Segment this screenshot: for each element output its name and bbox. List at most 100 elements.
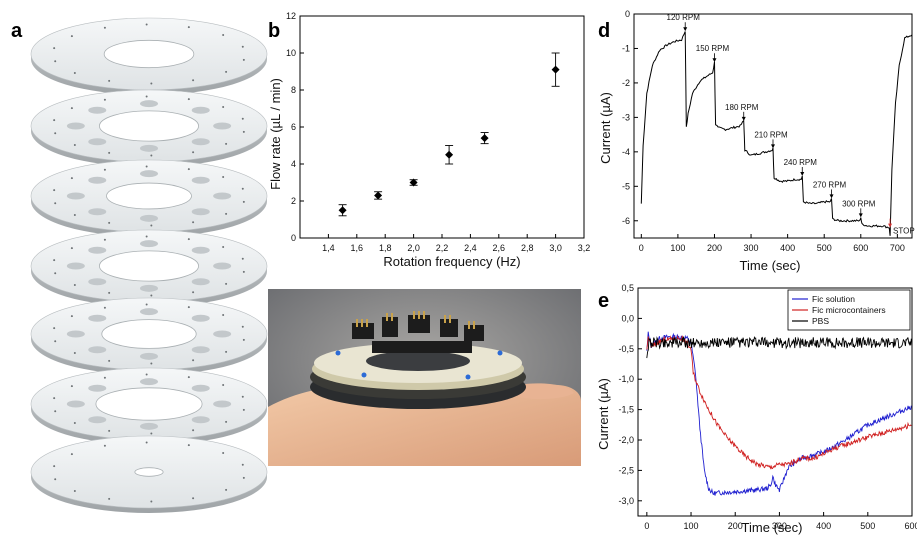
disc-layer-cutout — [88, 138, 107, 146]
disc-layer-hole-dot — [103, 168, 106, 171]
chart-d-ytick-label: -6 — [622, 216, 630, 226]
disc-layer-hole-dot — [150, 294, 153, 297]
chart-d-annotation-label: 150 RPM — [696, 44, 730, 53]
panel-letter-b: b — [268, 20, 281, 42]
disc-layer-hole-dot — [70, 177, 73, 180]
disc-layer-hole-dot — [192, 79, 195, 82]
disc-layer-hole-dot — [192, 429, 195, 432]
panel-letter-a: a — [11, 20, 23, 42]
disc-layer-hole-dot — [54, 132, 57, 135]
disc-layer-cutout — [88, 416, 107, 424]
disc-layer-cutout — [191, 314, 210, 322]
disc-layer-cutout — [213, 122, 232, 130]
disc-layer-cutout — [88, 106, 107, 114]
chart-d-xtick-label: 0 — [639, 243, 644, 253]
disc-layer-hole-dot — [108, 151, 111, 154]
disc-layer-hole-dot — [73, 213, 76, 216]
disc-layer-cutout — [88, 246, 107, 254]
disc-layer-hole-dot — [53, 465, 56, 468]
chart-b-ytick-label: 4 — [291, 159, 296, 169]
chart-b-ytick-label: 10 — [286, 48, 296, 58]
disc-layer-hole-dot — [241, 117, 244, 120]
disc-layer-hole-dot — [73, 143, 76, 146]
chart-b-ylabel: Flow rate (µL / min) — [268, 78, 283, 190]
chart-b-data-point — [374, 191, 383, 200]
disc-layer-hole-dot — [187, 238, 190, 241]
disc-layer-hole-dot — [187, 26, 190, 29]
disc-layer-cutout — [140, 284, 158, 292]
disc-layer-hole-dot — [150, 154, 153, 157]
chart-e-xtick-label: 500 — [860, 521, 875, 531]
chart-d-xtick-label: 500 — [817, 243, 832, 253]
disc-layer-cutout — [213, 400, 232, 408]
disc-layer-hole-dot — [225, 212, 228, 215]
chart-e-legend-label: PBS — [812, 316, 829, 326]
chart-e-xtick-label: 400 — [816, 521, 831, 531]
disc-layer-cutout — [88, 384, 107, 392]
disc-layer-hole-dot — [241, 257, 244, 260]
disc-layer-hole-dot — [241, 395, 244, 398]
disc-layer-hole-dot — [70, 385, 73, 388]
disc-layer-cutout — [213, 262, 232, 270]
disc-layer-hole-dot — [222, 314, 225, 317]
disc-layer-hole-dot — [145, 95, 148, 98]
disc-layer-hole-dot — [192, 497, 195, 500]
disc-layer-hole-dot — [70, 247, 73, 250]
chart-d-xtick-label: 700 — [890, 243, 905, 253]
chart-d-ytick-label: -2 — [622, 78, 630, 88]
disc-layer-hole-dot — [145, 373, 148, 376]
disc-layer-hole — [103, 39, 195, 69]
disc-layer-hole-dot — [108, 79, 111, 82]
chart-b-ytick-label: 6 — [291, 122, 296, 132]
chart-e-ytick-label: 0,0 — [621, 313, 634, 323]
disc-layer-hole-dot — [54, 272, 57, 275]
chart-e-xtick-label: 0 — [644, 521, 649, 531]
disc-layer-hole-dot — [145, 303, 148, 306]
photo-exploded-disc-stack — [28, 14, 270, 520]
disc-layer-hole-dot — [242, 476, 245, 479]
disc-layer-hole-dot — [225, 142, 228, 145]
disc-layer-cutout — [66, 262, 85, 270]
chart-d-xlabel: Time (sec) — [740, 258, 801, 273]
disc-layer-hole-dot — [225, 420, 228, 423]
disc-layer-hole-dot — [225, 70, 228, 73]
chart-e-series-line — [646, 334, 912, 470]
disc-layer-hole-dot — [73, 421, 76, 424]
disc-layer-cutout — [88, 314, 107, 322]
chart-d-annotation-label: 120 RPM — [667, 13, 701, 22]
chart-b-xtick-label: 2,2 — [436, 243, 449, 253]
disc-layer-hole-dot — [73, 351, 76, 354]
disc-layer-hole-dot — [145, 235, 148, 238]
disc-layer-cutout — [191, 384, 210, 392]
disc-layer-hole-dot — [222, 106, 225, 109]
chart-b-flow-rate: 1,4 1,6 1,8 2,0 2,2 2,4 2,6 2,8 3,0 3,2024681012 … — [268, 11, 590, 269]
disc-layer-hole-dot — [103, 98, 106, 101]
hand-shape — [268, 384, 581, 466]
chart-d-ytick-label: 0 — [625, 9, 630, 19]
disc-layer-hole-dot — [54, 60, 57, 63]
disc-layer-hole-dot — [103, 444, 106, 447]
disc-layer-cutout — [140, 378, 158, 386]
disc-layer-hole-dot — [187, 168, 190, 171]
chart-b-data-point — [338, 206, 347, 215]
disc-layer-hole-dot — [241, 463, 244, 466]
electronics-connectors — [352, 315, 484, 353]
disc-layer-hole-dot — [225, 350, 228, 353]
disc-layer-hole-dot — [103, 26, 106, 29]
disc-layer-hole-dot — [53, 327, 56, 330]
disc-layer-hole-dot — [145, 23, 148, 26]
chart-e-plot-frame — [637, 287, 913, 517]
disc-layer-cutout — [66, 122, 85, 130]
chart-b-xlabel: Rotation frequency (Hz) — [383, 254, 520, 269]
disc-layer-hole — [101, 319, 197, 349]
disc-layer-hole-dot — [73, 489, 76, 492]
chart-b-xtick-label: 2,4 — [464, 243, 477, 253]
disc-layer-cutout — [88, 176, 107, 184]
disc-layer-cutout — [191, 106, 210, 114]
disc-layer-hole-dot — [54, 410, 57, 413]
disc-layer-cutout — [140, 214, 158, 222]
chart-b-xtick-label: 2,6 — [493, 243, 506, 253]
disc-layer-hole-dot — [53, 397, 56, 400]
disc-layer-cutout — [66, 330, 85, 338]
disc-layer-cutout — [191, 208, 210, 216]
